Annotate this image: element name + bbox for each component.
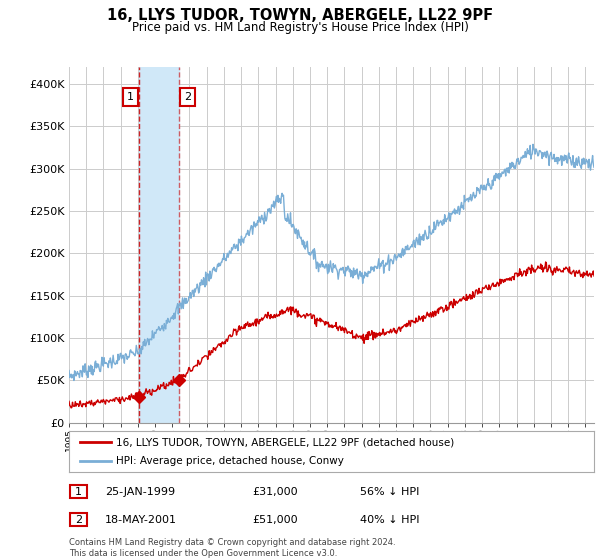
Text: 1: 1	[75, 487, 82, 497]
Text: 2: 2	[184, 92, 191, 102]
FancyBboxPatch shape	[70, 485, 87, 498]
FancyBboxPatch shape	[70, 513, 87, 526]
Text: 2: 2	[75, 515, 82, 525]
Text: 16, LLYS TUDOR, TOWYN, ABERGELE, LL22 9PF (detached house): 16, LLYS TUDOR, TOWYN, ABERGELE, LL22 9P…	[116, 437, 455, 447]
Text: HPI: Average price, detached house, Conwy: HPI: Average price, detached house, Conw…	[116, 456, 344, 466]
Text: Contains HM Land Registry data © Crown copyright and database right 2024.
This d: Contains HM Land Registry data © Crown c…	[69, 538, 395, 558]
Text: 16, LLYS TUDOR, TOWYN, ABERGELE, LL22 9PF: 16, LLYS TUDOR, TOWYN, ABERGELE, LL22 9P…	[107, 8, 493, 24]
Text: 1: 1	[127, 92, 134, 102]
Text: £51,000: £51,000	[252, 515, 298, 525]
Bar	[139, 67, 179, 423]
Text: 25-JAN-1999: 25-JAN-1999	[105, 487, 175, 497]
Text: 18-MAY-2001: 18-MAY-2001	[105, 515, 177, 525]
Text: Price paid vs. HM Land Registry's House Price Index (HPI): Price paid vs. HM Land Registry's House …	[131, 21, 469, 34]
Text: 40% ↓ HPI: 40% ↓ HPI	[360, 515, 419, 525]
Text: 56% ↓ HPI: 56% ↓ HPI	[360, 487, 419, 497]
Text: £31,000: £31,000	[252, 487, 298, 497]
